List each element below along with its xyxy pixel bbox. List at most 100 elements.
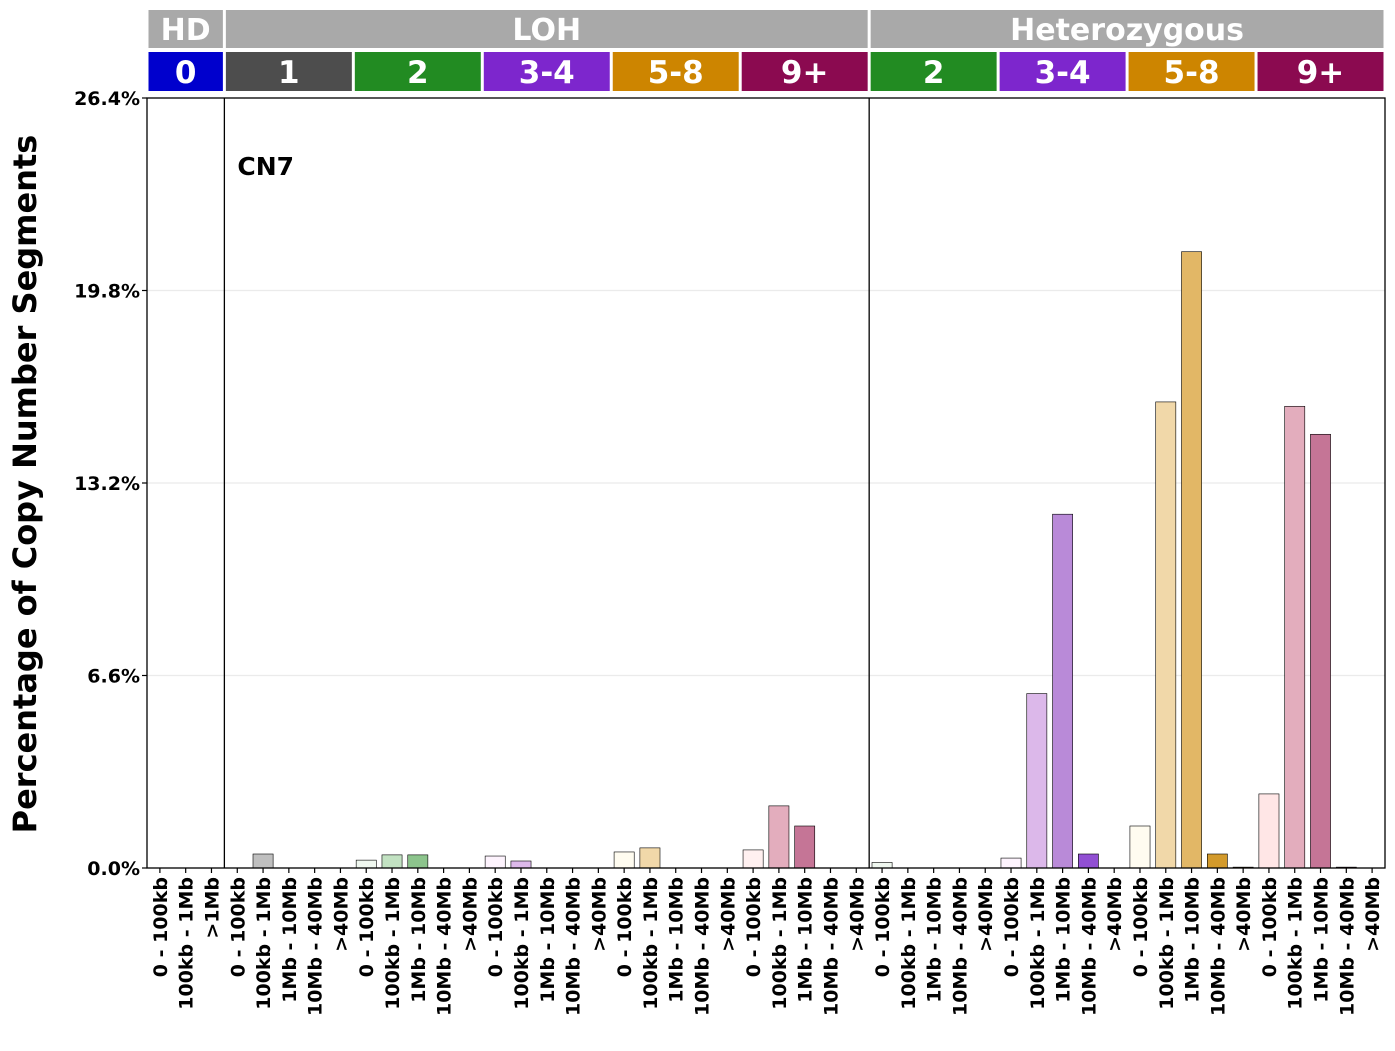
strip-cn-label: 1 — [278, 55, 300, 91]
bar — [768, 805, 790, 869]
x-tick-label: >40Mb — [459, 877, 481, 952]
bar — [484, 855, 506, 869]
x-tick-label: 1Mb - 10Mb — [924, 877, 946, 1003]
bar — [381, 854, 403, 869]
x-tick-label: 100kb - 1Mb — [898, 877, 920, 1010]
x-tick-label: 100kb - 1Mb — [640, 877, 662, 1010]
strip-loh — [225, 10, 868, 48]
x-tick-label: 0 - 100kb — [872, 877, 894, 977]
x-tick-label: 0 - 100kb — [1259, 877, 1281, 977]
x-tick-label: 10Mb - 40Mb — [305, 877, 327, 1016]
x-tick-label: 100kb - 1Mb — [1027, 877, 1049, 1010]
bar — [355, 859, 377, 869]
y-axis-ticks: 0.0% 6.6% 13.2% 19.8% 26.4% — [74, 88, 147, 880]
plot-area: CN7 — [146, 97, 1386, 869]
strip-label: HD — [161, 13, 211, 48]
x-tick-label: >1Mb — [201, 877, 223, 939]
x-tick-label: 100kb - 1Mb — [382, 877, 404, 1010]
strip-label: LOH — [512, 13, 581, 48]
strip-cn-label: 3-4 — [1035, 55, 1091, 91]
y-tick-label: 6.6% — [87, 666, 140, 688]
y-tick-label: 0.0% — [87, 858, 140, 880]
x-tick-label: 0 - 100kb — [1130, 877, 1152, 977]
copy-number-strips: 0 1 2 3-4 5-8 9+ 2 3-4 5-8 9+ — [148, 52, 1384, 91]
x-tick-label: 1Mb - 10Mb — [537, 877, 559, 1003]
x-tick-label: 0 - 100kb — [1001, 877, 1023, 977]
bar — [1258, 793, 1280, 869]
x-tick-label: 1Mb - 10Mb — [1182, 877, 1204, 1003]
bar — [639, 847, 661, 869]
x-tick-label: 10Mb - 40Mb — [1078, 877, 1100, 1016]
strip-cn-3-4 — [483, 52, 610, 91]
x-tick-label: 100kb - 1Mb — [1285, 877, 1307, 1010]
bar — [1310, 433, 1331, 869]
strip-cn-label: 5-8 — [648, 55, 704, 91]
x-tick-label: 10Mb - 40Mb — [949, 877, 971, 1016]
strip-cn-label: 9+ — [1297, 55, 1345, 91]
y-tick-label: 19.8% — [74, 281, 140, 303]
bar — [1207, 853, 1228, 869]
x-tick-label: 10Mb - 40Mb — [434, 877, 456, 1016]
x-tick-label: 1Mb - 10Mb — [1053, 877, 1075, 1003]
bar — [1284, 405, 1306, 869]
bar — [407, 854, 429, 869]
bar — [1155, 401, 1177, 869]
bar — [252, 853, 274, 869]
x-tick-label: 0 - 100kb — [150, 877, 172, 977]
bars — [252, 251, 1357, 869]
bar — [871, 862, 893, 869]
bar — [1026, 693, 1048, 869]
y-axis-label: Percentage of Copy Number Segments — [6, 135, 44, 834]
x-tick-label: 1Mb - 10Mb — [408, 877, 430, 1003]
bar — [1181, 251, 1202, 869]
bar — [510, 860, 532, 869]
x-tick-label: 1Mb - 10Mb — [279, 877, 301, 1003]
x-tick-label: >40Mb — [1104, 877, 1126, 952]
strip-cn-3-4 — [999, 52, 1126, 91]
strip-hd — [148, 10, 223, 48]
x-tick-label: >40Mb — [1362, 877, 1384, 952]
strip-cn-5-8 — [612, 52, 739, 91]
x-tick-label: >40Mb — [975, 877, 997, 952]
strip-cn-2 — [354, 52, 481, 91]
x-tick-label: >40Mb — [330, 877, 352, 952]
bar — [1000, 857, 1022, 869]
strip-cn-label: 9+ — [781, 55, 829, 91]
bar — [1052, 513, 1073, 869]
strip-cn-label: 5-8 — [1164, 55, 1220, 91]
y-tick-label: 26.4% — [74, 88, 140, 110]
strip-cn-9+ — [741, 52, 868, 91]
x-tick-label: 10Mb - 40Mb — [692, 877, 714, 1016]
strip-cn-0 — [148, 52, 223, 91]
x-tick-label: 10Mb - 40Mb — [1207, 877, 1229, 1016]
strip-cn-label: 2 — [407, 55, 429, 91]
bar — [1129, 825, 1151, 869]
x-tick-label: 0 - 100kb — [743, 877, 765, 977]
x-tick-label: 10Mb - 40Mb — [563, 877, 585, 1016]
x-tick-label: 100kb - 1Mb — [769, 877, 791, 1010]
strip-label: Heterozygous — [1010, 13, 1244, 48]
x-tick-label: >40Mb — [588, 877, 610, 952]
x-tick-label: 1Mb - 10Mb — [1311, 877, 1333, 1003]
x-tick-label: 100kb - 1Mb — [176, 877, 198, 1010]
x-tick-label: 100kb - 1Mb — [1156, 877, 1178, 1010]
cn7-annotation: CN7 — [237, 152, 294, 181]
x-tick-label: 0 - 100kb — [356, 877, 378, 977]
x-tick-label: >40Mb — [717, 877, 739, 952]
x-tick-label: 10Mb - 40Mb — [1336, 877, 1358, 1016]
strip-cn-label: 0 — [175, 55, 197, 91]
x-tick-label: 100kb - 1Mb — [253, 877, 275, 1010]
x-tick-label: 10Mb - 40Mb — [820, 877, 842, 1016]
x-tick-label: 1Mb - 10Mb — [795, 877, 817, 1003]
strip-cn-label: 3-4 — [519, 55, 575, 91]
x-axis-ticks: 0 - 100kb 100kb - 1Mb >1Mb 0 - 100kb 100kb -… — [150, 868, 1384, 1016]
x-tick-label: >40Mb — [1233, 877, 1255, 952]
panel-separators — [223, 98, 870, 868]
strip-cn-9+ — [1257, 52, 1384, 91]
y-tick-label: 13.2% — [74, 473, 140, 495]
x-tick-label: >40Mb — [846, 877, 868, 952]
x-tick-label: 0 - 100kb — [485, 877, 507, 977]
bar — [794, 825, 816, 869]
x-tick-label: 0 - 100kb — [614, 877, 636, 977]
